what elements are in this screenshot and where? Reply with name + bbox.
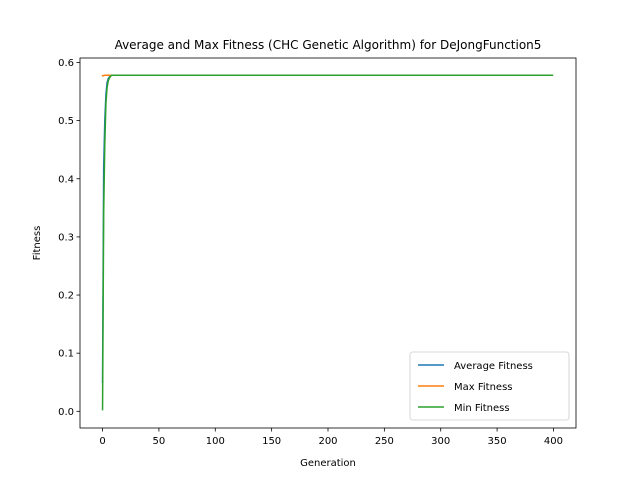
y-tick-label: 0.4 bbox=[58, 174, 74, 185]
legend-entry: Average Fitness bbox=[454, 361, 533, 372]
y-tick-label: 0.6 bbox=[58, 58, 74, 69]
x-tick-label: 300 bbox=[431, 436, 450, 447]
x-tick-label: 150 bbox=[262, 436, 281, 447]
legend-box bbox=[409, 351, 570, 421]
x-tick-label: 250 bbox=[375, 436, 394, 447]
plot-area: 0 50 100 150 200 250 300 350 400 0.0 0.1 0.2 0.3 0.4 0… bbox=[58, 57, 577, 447]
y-tick-label: 0.5 bbox=[58, 116, 74, 127]
x-tick-label: 200 bbox=[318, 436, 337, 447]
y-tick-label: 0.1 bbox=[58, 349, 74, 360]
x-axis-label: Generation bbox=[300, 458, 356, 469]
y-tick-label: 0.3 bbox=[58, 232, 74, 243]
x-tick-label: 0 bbox=[99, 436, 105, 447]
legend-entry: Max Fitness bbox=[454, 382, 513, 393]
x-tick-label: 100 bbox=[206, 436, 225, 447]
legend: Average Fitness Max Fitness Min Fitness bbox=[409, 351, 570, 421]
chart-title: Average and Max Fitness (CHC Genetic Alg… bbox=[115, 38, 542, 52]
x-tick-label: 50 bbox=[153, 436, 166, 447]
legend-entry: Min Fitness bbox=[454, 403, 510, 414]
y-axis-label: Fitness bbox=[32, 226, 43, 261]
series-line-min-fitness bbox=[101, 74, 554, 411]
x-tick-label: 350 bbox=[488, 436, 507, 447]
x-tick-label: 400 bbox=[544, 436, 563, 447]
y-tick-label: 0.0 bbox=[58, 407, 74, 418]
y-tick-label: 0.2 bbox=[58, 291, 74, 302]
